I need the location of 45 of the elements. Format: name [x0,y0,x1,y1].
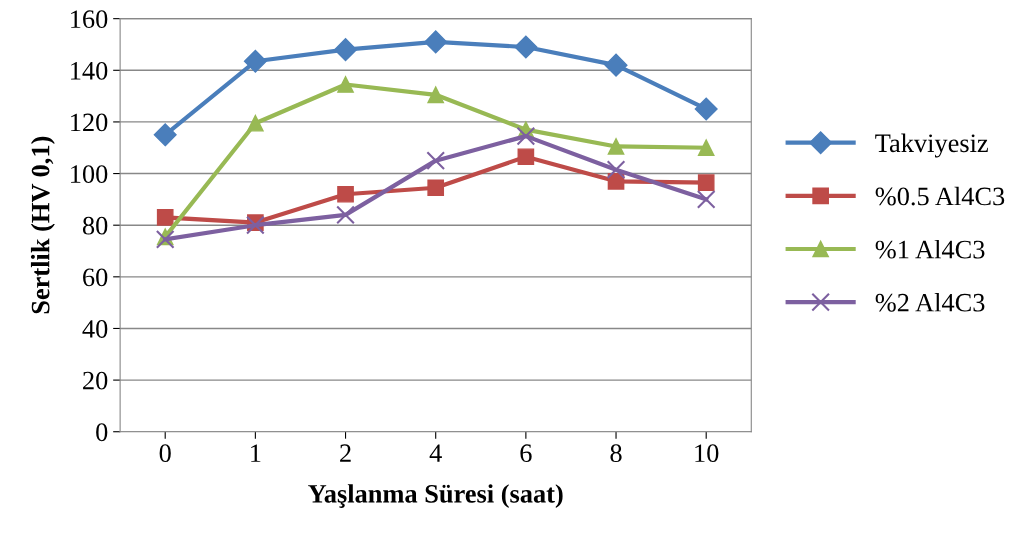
point [153,123,177,147]
point [696,190,716,209]
y-tick-label: 100 [71,165,108,183]
point [337,185,354,203]
x-tick-label: 1 [251,444,261,462]
point [156,209,174,226]
point [426,151,446,171]
point [336,205,355,225]
y-tick-label: 120 [71,113,108,132]
y-axis-title: Sertlik (HV 0,1) [30,136,55,314]
x-tick-label: 8 [610,444,622,463]
point [514,35,538,59]
point [516,126,536,146]
y-tick-label: 20 [83,371,108,390]
x-tick-label: 0 [159,444,171,463]
point [424,30,448,54]
legend-label: %1 Al4C3 [875,239,985,259]
y-tick-label: 60 [83,268,108,287]
x-tick-label: 10 [695,444,719,463]
y-tick-label: 40 [82,320,108,338]
y-tick-label: 80 [82,216,108,235]
x-tick-label: 4 [429,444,442,462]
point [243,49,267,73]
x-tick-label: 6 [520,444,532,463]
x-tick-label: 2 [340,444,351,462]
point [697,174,715,191]
point [607,138,625,155]
point [427,179,445,197]
y-tick-label: 160 [71,10,108,29]
point [604,53,628,77]
point [517,148,535,166]
point [247,114,264,132]
legend-label: Takviyesiz [875,133,988,158]
point [606,160,626,180]
point [334,38,358,62]
point [694,97,718,121]
point [697,139,715,157]
x-axis-title: Yaşlanma Süresi (saat) [308,484,563,509]
legend-label: %2 Al4C3 [875,293,985,312]
point [427,86,445,104]
point [246,215,265,235]
legend-label: %0.5 Al4C3 [875,186,1005,206]
point [337,76,354,93]
y-tick-label: 140 [71,61,108,80]
y-tick-label: 0 [96,423,108,442]
